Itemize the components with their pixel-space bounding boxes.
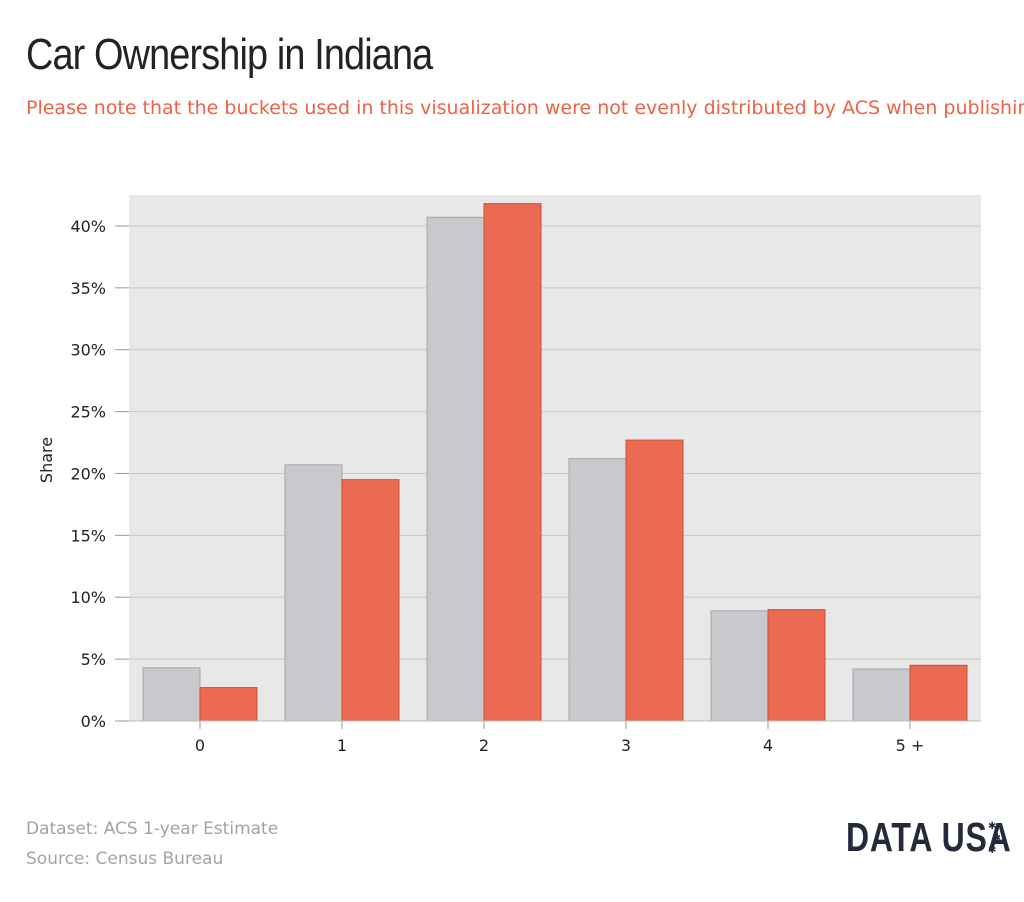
y-tick-label: 5%	[81, 650, 106, 669]
bar-series-2-0	[199, 687, 258, 722]
datausa-logo[interactable]: DATA USA ✱ ✱ ✱	[846, 813, 1024, 860]
y-tick-label: 20%	[70, 464, 106, 483]
bar-series-2-5	[909, 664, 968, 722]
logo-stars-icon: ✱ ✱ ✱	[988, 821, 1000, 856]
x-tick-label: 1	[337, 736, 347, 755]
dataset-label: Dataset: ACS 1-year Estimate	[26, 819, 279, 839]
bar-series-2-2	[483, 203, 542, 722]
y-tick-label: 0%	[81, 712, 106, 731]
y-tick-label: 40%	[70, 217, 106, 236]
y-axis-label: Share	[37, 437, 56, 483]
svg-text:✱: ✱	[993, 833, 1000, 844]
bar-series-1-4	[710, 610, 769, 722]
bar-series-1-5	[852, 668, 911, 722]
bar-series-2-3	[625, 439, 684, 722]
plot-area	[129, 195, 981, 721]
svg-text:✱: ✱	[988, 845, 996, 856]
chart-title: Car Ownership in Indiana	[26, 30, 433, 79]
x-tick-label: 3	[621, 736, 631, 755]
bar-series-1-2	[426, 216, 485, 722]
bar-series-1-1	[284, 464, 343, 722]
y-tick-label: 25%	[70, 403, 106, 422]
x-tick-label: 0	[195, 736, 205, 755]
source-label: Source: Census Bureau	[26, 849, 224, 869]
bar-series-2-1	[341, 479, 400, 722]
bar-series-1-0	[142, 667, 201, 722]
y-tick-label: 35%	[70, 279, 106, 298]
bar-chart: 0% 5% 10% 15% 20% 25% 30% 35% 40% Share 0 1 2 3 4 5 +	[37, 195, 981, 755]
x-tick-label: 4	[763, 736, 773, 755]
x-tick-label: 5 +	[896, 736, 925, 755]
bar-series-1-3	[568, 458, 627, 722]
bar-series-2-4	[767, 609, 826, 722]
chart-subtitle: Please note that the buckets used in thi…	[26, 97, 1024, 119]
logo-text: DATA USA	[846, 813, 1012, 860]
svg-text:✱: ✱	[988, 821, 996, 832]
y-tick-label: 10%	[70, 588, 106, 607]
x-tick-label: 2	[479, 736, 489, 755]
y-tick-label: 30%	[70, 341, 106, 360]
y-tick-label: 15%	[70, 526, 106, 545]
